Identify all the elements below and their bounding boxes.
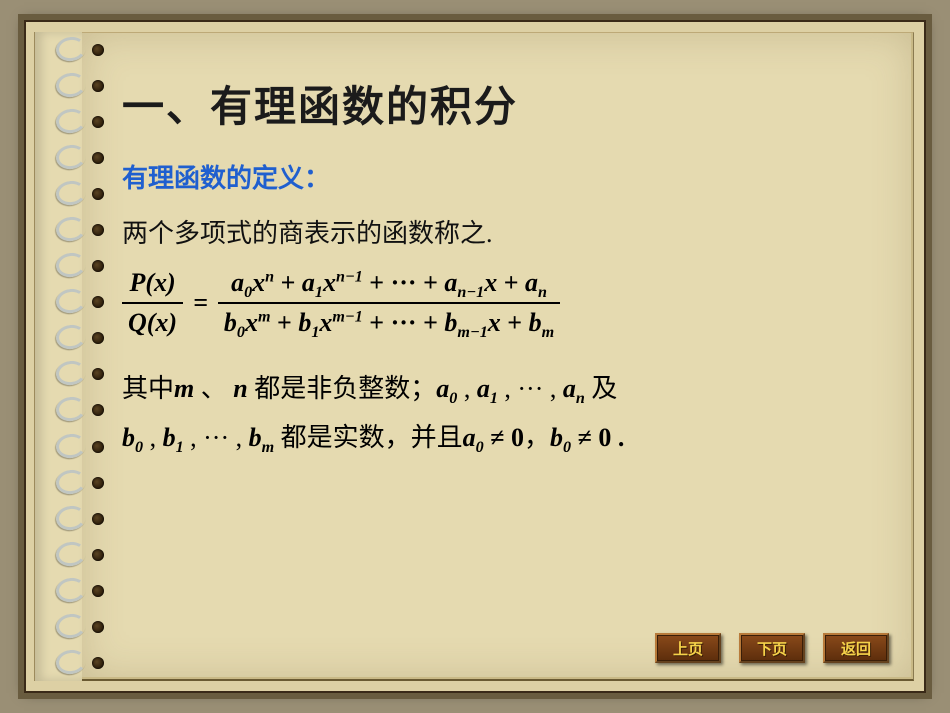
polynomial-numerator: a0xn + a1xn−1 + ··· + an−1x + an xyxy=(225,264,553,302)
section-title: 一、有理函数的积分 xyxy=(122,73,873,134)
prev-page-button[interactable]: 上页 xyxy=(655,633,721,663)
left-fraction: P(x) Q(x) xyxy=(122,264,183,342)
slide-frame: 一、有理函数的积分 有理函数的定义： 两个多项式的商表示的函数称之. P(x) … xyxy=(24,20,926,693)
return-button[interactable]: 返回 xyxy=(823,633,889,663)
definition-text: 两个多项式的商表示的函数称之. xyxy=(122,213,873,250)
denominator-Q: Q(x) xyxy=(128,308,177,337)
polynomial-denominator: b0xm + b1xm−1 + ··· + bm−1x + bm xyxy=(218,304,560,342)
rational-function-formula: P(x) Q(x) = a0xn + a1xn−1 + ··· + an−1x … xyxy=(122,264,873,342)
conditions-line-1: 其中m 、 n 都是非负整数；a0 , a1 , ··· , an 及 xyxy=(122,364,873,413)
next-page-button[interactable]: 下页 xyxy=(739,633,805,663)
numerator-P: P(x) xyxy=(129,268,175,297)
page-surface: 一、有理函数的积分 有理函数的定义： 两个多项式的商表示的函数称之. P(x) … xyxy=(82,32,914,681)
nav-button-group: 上页 下页 返回 xyxy=(655,633,889,663)
equals-sign: = xyxy=(183,288,218,318)
notebook-spine xyxy=(34,32,82,681)
right-fraction: a0xn + a1xn−1 + ··· + an−1x + an b0xm + … xyxy=(218,264,560,342)
conditions-line-2: b0 , b1 , ··· , bm 都是实数，并且a0 ≠ 0，b0 ≠ 0 … xyxy=(122,413,873,462)
conditions-text: 其中m 、 n 都是非负整数；a0 , a1 , ··· , an 及 b0 ,… xyxy=(122,364,873,463)
definition-heading: 有理函数的定义： xyxy=(122,158,873,195)
content-area: 一、有理函数的积分 有理函数的定义： 两个多项式的商表示的函数称之. P(x) … xyxy=(122,73,873,462)
